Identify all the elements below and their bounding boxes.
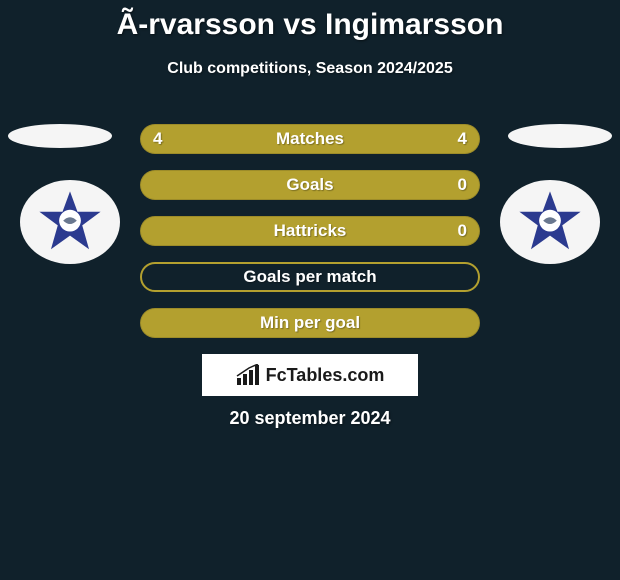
brand-label: FcTables.com	[266, 365, 385, 386]
stat-label: Matches	[276, 129, 344, 149]
stat-right-value: 4	[458, 129, 467, 149]
club-logo-left-icon	[36, 188, 104, 256]
stat-label: Min per goal	[260, 313, 360, 333]
stat-label: Goals	[286, 175, 333, 195]
stat-left-value: 4	[153, 129, 162, 149]
stat-label: Goals per match	[243, 267, 376, 287]
stat-bar-matches: 4 Matches 4	[140, 124, 480, 154]
brand-box[interactable]: FcTables.com	[202, 354, 418, 396]
chart-icon	[236, 364, 260, 386]
stat-bar-hattricks: Hattricks 0	[140, 216, 480, 246]
ellipse-left	[8, 124, 112, 148]
club-logo-right-icon	[516, 188, 584, 256]
stat-bar-goals: Goals 0	[140, 170, 480, 200]
ellipse-right	[508, 124, 612, 148]
stats-bars: 4 Matches 4 Goals 0 Hattricks 0 Goals pe…	[140, 124, 480, 354]
stat-bar-goals-per-match: Goals per match	[140, 262, 480, 292]
stat-right-value: 0	[458, 175, 467, 195]
stat-bar-min-per-goal: Min per goal	[140, 308, 480, 338]
subtitle: Club competitions, Season 2024/2025	[0, 60, 620, 78]
page-title: Ã-rvarsson vs Ingimarsson	[0, 0, 620, 42]
stat-label: Hattricks	[274, 221, 347, 241]
stat-right-value: 0	[458, 221, 467, 241]
player-avatar-right	[500, 180, 600, 264]
player-avatar-left	[20, 180, 120, 264]
date-label: 20 september 2024	[0, 408, 620, 429]
